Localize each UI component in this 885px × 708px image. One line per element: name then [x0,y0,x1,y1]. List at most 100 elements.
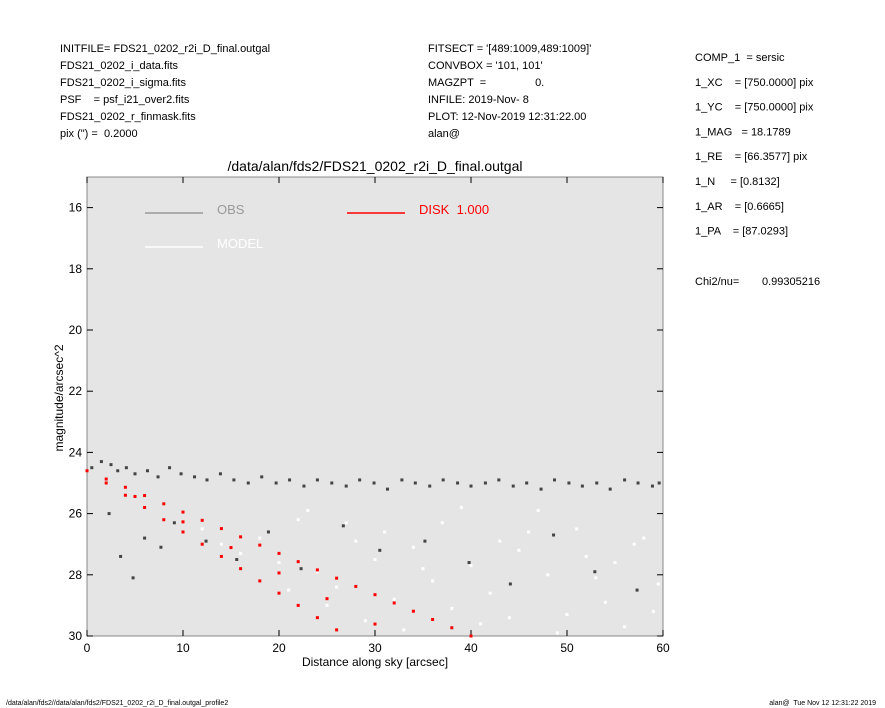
y-tick-label: 30 [69,629,83,643]
point [373,622,377,626]
chart-title: /data/alan/fds2/FDS21_0202_r2i_D_final.o… [228,158,523,174]
point [330,481,334,485]
point [363,619,367,623]
point [205,478,209,482]
header-left-line: INITFILE= FDS21_0202_r2i_D_final.outgal [60,43,270,55]
point [413,481,417,485]
point [235,558,239,561]
point [584,554,588,558]
x-tick-label: 40 [464,641,478,655]
x-tick-label: 0 [84,641,91,655]
point [179,472,183,476]
point [239,551,243,555]
point [623,478,627,482]
point [594,576,598,580]
point [354,539,358,543]
point [162,502,166,506]
point [277,561,281,565]
point [335,576,339,580]
point [354,584,358,588]
point [156,475,160,479]
point [565,613,569,617]
point [288,478,292,482]
point [450,626,454,630]
point [536,509,540,513]
point [341,524,345,528]
header-left-line: FDS21_0202_i_data.fits [60,60,179,72]
point [441,478,445,482]
point [479,622,483,626]
x-tick-label: 20 [272,641,286,655]
y-tick-label: 18 [69,262,83,276]
header-mid-line: PLOT: 12-Nov-2019 12:31:22.00 [428,111,586,123]
point [296,518,300,522]
point [325,597,329,601]
point [539,487,543,491]
point [400,478,404,482]
point [423,539,427,543]
point [181,520,185,524]
point [450,606,454,610]
point [555,631,559,635]
point [266,530,270,534]
point [507,616,511,620]
point [200,542,204,546]
legend-label: OBS [217,202,245,217]
point [143,505,147,509]
point [517,548,521,552]
point [497,478,501,482]
point [306,509,310,513]
point [315,616,319,620]
header-mid-line: FITSECT = '[489:1009,489:1009]' [428,43,591,55]
point [315,478,319,482]
point [315,568,319,572]
point [440,521,444,525]
header-mid-line: alan@ [428,128,460,140]
point [204,539,208,543]
x-tick-label: 60 [656,641,670,655]
point [508,582,512,586]
y-tick-label: 26 [69,507,83,521]
point [133,472,137,476]
point [593,570,597,574]
point [277,551,281,555]
header-mid-line: MAGZPT = 0. [428,77,544,89]
point [181,530,185,534]
point [172,521,176,525]
y-tick-label: 16 [69,201,83,215]
point [143,536,147,540]
point [219,542,223,546]
point [162,518,166,522]
point [287,588,291,592]
point [373,558,377,561]
point [383,530,387,534]
point [525,481,529,485]
point [459,505,463,509]
y-axis-label: magnitude/arcsec^2 [52,344,66,451]
header-mid-line: CONVBOX = '101, 101' [428,60,543,72]
point [232,478,236,482]
x-tick-label: 10 [176,641,190,655]
point [385,487,389,491]
point [274,481,278,485]
point [109,463,113,467]
point [428,484,432,488]
point [632,542,636,546]
point [421,567,425,571]
point [218,472,222,476]
chi2-value: 0.99305216 [762,276,820,288]
param-line: 1_N = [0.8132] [695,176,780,188]
point [85,469,89,473]
point [511,484,515,488]
point [657,481,661,485]
point [651,610,655,614]
header-left-line: pix (") = 0.2000 [60,128,138,140]
point [488,591,492,595]
point [193,475,197,479]
point [411,609,415,613]
point [613,561,617,565]
point [373,593,377,597]
param-line: 1_XC = [750.0000] pix [695,77,814,89]
header-left-line: FDS21_0202_r_finmask.fits [60,111,196,123]
